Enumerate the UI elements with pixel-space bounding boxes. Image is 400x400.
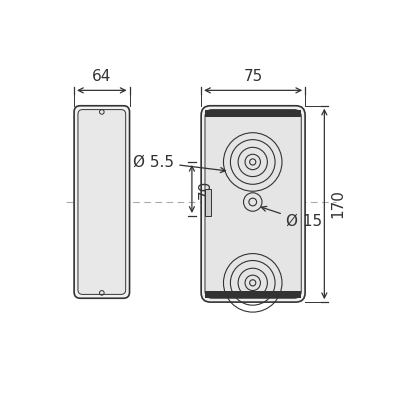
FancyBboxPatch shape <box>205 110 301 298</box>
Text: 75: 75 <box>244 69 263 84</box>
Text: 70: 70 <box>198 179 213 198</box>
Text: 64: 64 <box>92 69 112 84</box>
FancyBboxPatch shape <box>201 106 305 302</box>
Bar <box>205 290 301 298</box>
FancyBboxPatch shape <box>74 106 130 298</box>
Text: Ø 15: Ø 15 <box>261 206 322 229</box>
Text: 170: 170 <box>330 190 346 218</box>
Text: Ø 5.5: Ø 5.5 <box>133 154 226 172</box>
Bar <box>205 110 301 117</box>
FancyBboxPatch shape <box>78 110 126 294</box>
Bar <box>205 189 211 216</box>
